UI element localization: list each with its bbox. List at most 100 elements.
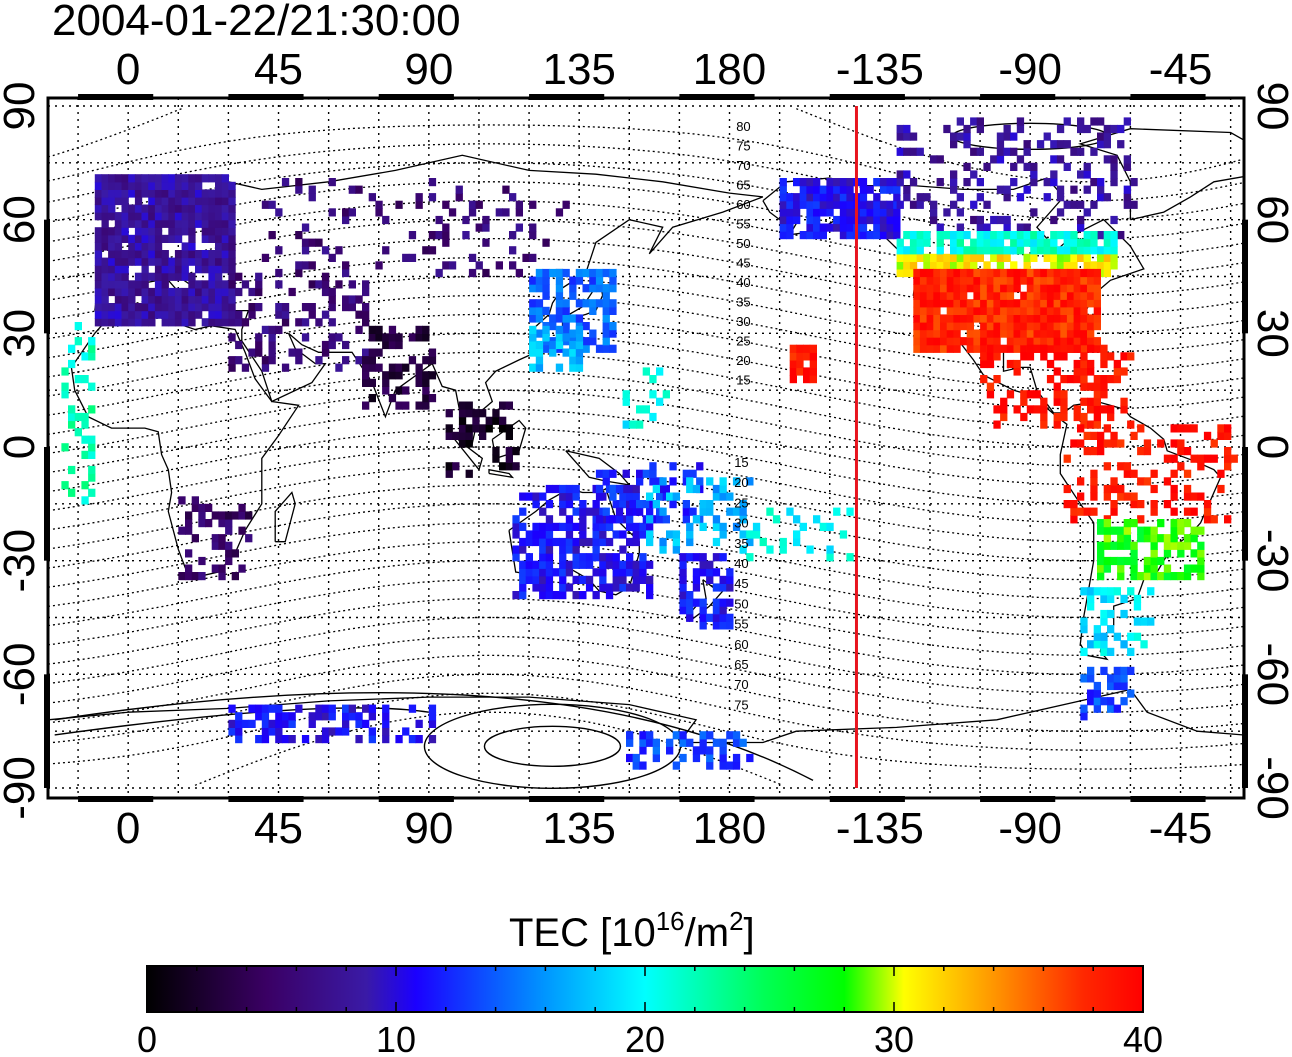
tec-cell: [1103, 140, 1111, 149]
tec-cell: [1040, 299, 1048, 308]
tec-cell: [1087, 666, 1095, 675]
tec-cell: [545, 591, 554, 600]
tec-cell: [108, 204, 116, 213]
right-lat-tick-label: 30: [1248, 309, 1292, 358]
tec-cell: [1143, 572, 1152, 581]
tec-cell: [1217, 469, 1225, 478]
tec-cell: [231, 549, 239, 558]
tec-cell: [579, 515, 587, 524]
tec-cell: [636, 477, 644, 486]
tec-cell: [479, 409, 487, 418]
tec-cell: [1097, 541, 1105, 550]
tec-cell: [1030, 178, 1038, 187]
tec-cell: [973, 291, 981, 300]
tec-cell: [916, 253, 924, 262]
tec-cell: [545, 522, 554, 531]
tec-cell: [946, 276, 954, 285]
tec-cell: [936, 223, 944, 232]
tec-cell: [986, 276, 995, 285]
tec-cell: [188, 234, 196, 243]
tec-cell: [1016, 155, 1025, 164]
colorbar-ticks: 0 10 20 30 40: [137, 966, 1163, 1057]
tec-cell: [946, 314, 954, 323]
tec-cell: [826, 223, 834, 232]
tec-cell: [1080, 397, 1088, 406]
tec-cell: [679, 731, 687, 740]
tec-cell: [215, 287, 223, 297]
tec-cell: [1130, 564, 1138, 573]
tec-cell: [1143, 534, 1152, 543]
bottom-lon-tick-label: -45: [1149, 804, 1213, 853]
tec-cell: [529, 200, 537, 209]
tec-cell: [983, 162, 991, 171]
tec-cell: [1123, 155, 1131, 164]
tec-cell: [1080, 617, 1088, 626]
tec-cell: [919, 276, 928, 285]
tec-cell: [445, 431, 453, 440]
tec-cell: [919, 291, 928, 300]
colorbar-tick-label: 30: [874, 1019, 914, 1057]
tec-cell: [1123, 462, 1131, 471]
tec-cell: [368, 333, 376, 342]
tec-cell: [646, 522, 654, 531]
frame-tick-left: [44, 674, 50, 788]
tec-cell: [1043, 253, 1051, 262]
tec-cell: [218, 511, 226, 520]
tec-cell: [1103, 519, 1111, 528]
tec-cell: [1026, 284, 1035, 293]
tec-cell: [545, 484, 554, 494]
tec-cell: [174, 250, 183, 259]
tec-cell: [509, 246, 517, 255]
tec-cell: [679, 583, 687, 592]
tec-cell: [973, 284, 981, 293]
tec-cell: [428, 193, 437, 202]
tec-cell: [114, 189, 123, 198]
tec-cell: [422, 246, 430, 255]
tec-cell: [813, 185, 821, 194]
tec-cell: [255, 287, 263, 297]
tec-cell: [1033, 299, 1041, 308]
tec-cell: [1040, 306, 1048, 315]
tec-cell: [1073, 344, 1081, 353]
tec-cell: [1093, 681, 1101, 691]
tec-cell: [1053, 299, 1061, 308]
tec-cell: [549, 348, 557, 357]
tec-cell: [362, 356, 370, 365]
tec-cell: [646, 492, 654, 501]
tec-cell: [1150, 484, 1158, 494]
tec-cell: [846, 553, 854, 562]
tec-cell: [609, 299, 617, 308]
tec-cell: [1083, 231, 1091, 240]
tec-cell: [930, 200, 938, 209]
tec-cell: [185, 526, 193, 535]
tec-cell: [839, 231, 848, 240]
tec-cell: [555, 268, 564, 278]
tec-cell: [101, 280, 109, 289]
tec-cell: [990, 238, 998, 247]
tec-cell: [1093, 697, 1101, 706]
tec-cell: [1000, 322, 1008, 331]
tec-cell: [719, 598, 727, 607]
tec-cell: [475, 223, 483, 232]
tec-cell: [699, 598, 707, 607]
left-lat-tick-label: 60: [0, 195, 44, 244]
tec-cell: [479, 424, 487, 433]
tec-cell: [1080, 306, 1088, 315]
tec-cell: [288, 735, 296, 744]
tec-cell: [1083, 431, 1091, 440]
tec-cell: [682, 515, 690, 524]
tec-cell: [636, 507, 644, 516]
tec-cell: [589, 284, 597, 293]
tec-cell: [458, 439, 467, 448]
tec-cell: [1000, 329, 1008, 338]
tec-cell: [712, 484, 721, 494]
tec-cell: [235, 310, 243, 319]
tec-cell: [342, 340, 350, 350]
tec-cell: [215, 212, 223, 221]
tec-cell: [846, 200, 854, 209]
tec-cell: [549, 340, 557, 350]
tec-cell: [174, 227, 183, 236]
tec-cell: [108, 234, 116, 243]
tec-cell: [1040, 322, 1048, 331]
tec-cell: [646, 515, 654, 524]
